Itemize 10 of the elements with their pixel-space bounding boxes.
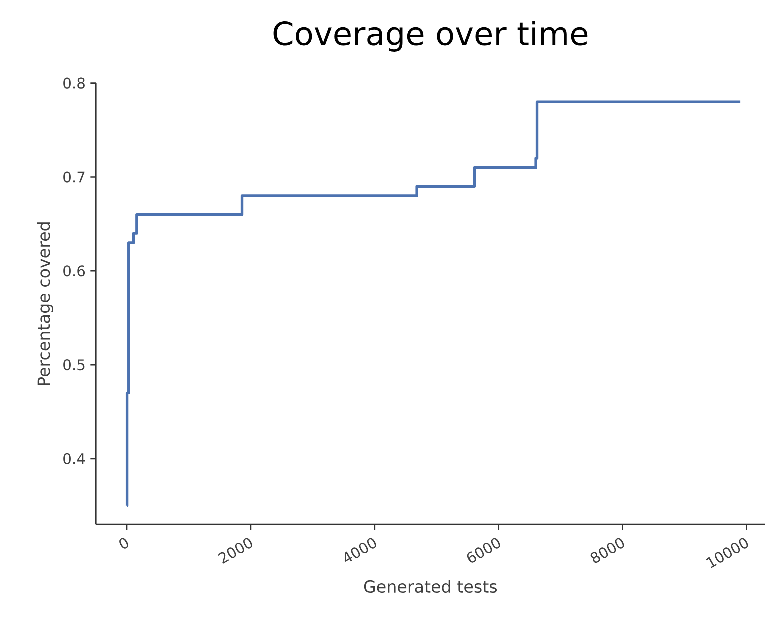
y-axis-title: Percentage covered — [37, 222, 54, 386]
x-tick-label: 4000 — [344, 538, 376, 562]
chart-title: Coverage over time — [274, 21, 588, 52]
x-axis-title: Generated tests — [364, 580, 498, 594]
y-tick-label: 0.4 — [64, 453, 86, 464]
y-tick-label: 0.8 — [64, 78, 85, 89]
y-tick-label: 0.7 — [64, 172, 85, 183]
x-tick-label: 0 — [120, 538, 128, 549]
y-tick-label: 0.5 — [64, 360, 85, 371]
y-tick-label: 0.6 — [64, 266, 86, 277]
